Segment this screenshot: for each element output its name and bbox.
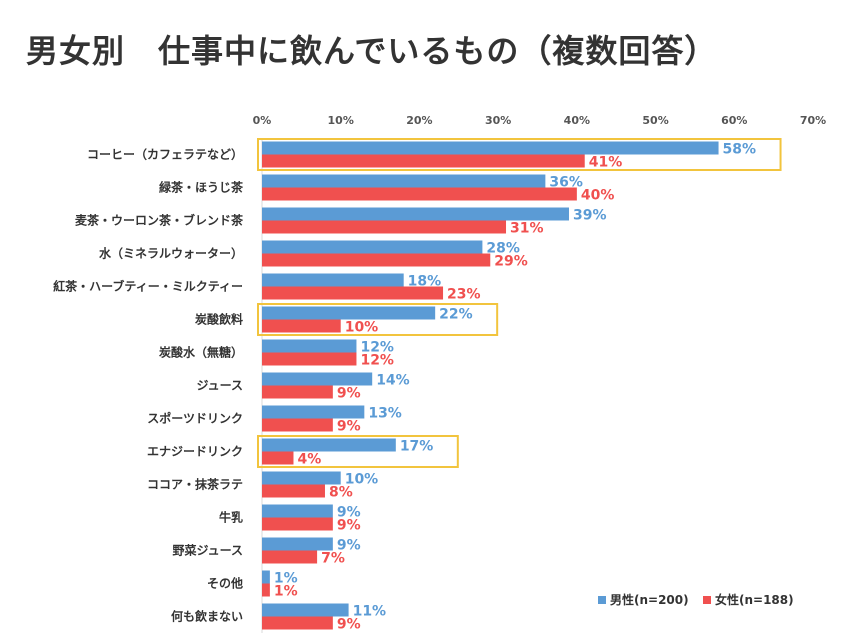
bar-male xyxy=(262,372,373,386)
value-label-male: 10% xyxy=(345,472,379,488)
bar-male xyxy=(262,603,349,617)
value-label-male: 11% xyxy=(353,604,387,620)
bar-male xyxy=(262,537,333,551)
value-label-male: 17% xyxy=(400,439,434,455)
bar-female xyxy=(262,220,507,234)
x-tick-label: 10% xyxy=(328,114,354,127)
category-label: ココア・抹茶ラテ xyxy=(147,477,243,492)
value-label-male: 13% xyxy=(368,406,402,422)
x-tick-label: 0% xyxy=(253,114,272,127)
value-label-male: 12% xyxy=(360,340,394,356)
bar-female xyxy=(262,385,333,399)
category-label: 緑茶・ほうじ茶 xyxy=(159,180,244,195)
bar-female xyxy=(262,154,585,168)
value-label-female: 1% xyxy=(274,584,298,600)
bar-male xyxy=(262,240,483,254)
category-label: コーヒー（カフェラテなど） xyxy=(87,147,243,162)
value-label-male: 14% xyxy=(376,373,410,389)
value-label-male: 39% xyxy=(573,208,607,224)
value-label-female: 23% xyxy=(447,287,481,303)
bar-male xyxy=(262,174,546,188)
bar-female xyxy=(262,418,333,432)
category-label: 何も飲まない xyxy=(171,609,243,624)
category-label: その他 xyxy=(207,576,243,591)
bar-female xyxy=(262,451,294,465)
value-label-male: 36% xyxy=(549,175,583,191)
value-label-female: 8% xyxy=(329,485,353,501)
category-label: 水（ミネラルウォーター） xyxy=(99,246,243,261)
bar-male xyxy=(262,207,569,221)
value-label-female: 4% xyxy=(297,452,321,468)
category-label: 炭酸水（無糖） xyxy=(159,345,243,360)
bar-male xyxy=(262,273,404,287)
value-label-female: 31% xyxy=(510,221,544,237)
bar-female xyxy=(262,286,444,300)
x-tick-label: 20% xyxy=(406,114,432,127)
bar-male xyxy=(262,339,357,353)
value-label-female: 40% xyxy=(581,188,615,204)
bar-female xyxy=(262,583,270,597)
bar-female xyxy=(262,550,318,564)
value-label-male: 9% xyxy=(337,538,361,554)
category-label: 紅茶・ハーブティー・ミルクティー xyxy=(53,279,243,294)
x-tick-label: 50% xyxy=(642,114,668,127)
bar-female xyxy=(262,517,333,531)
bar-male xyxy=(262,471,341,485)
bar-male xyxy=(262,504,333,518)
value-label-female: 10% xyxy=(345,320,379,336)
legend-swatch-male xyxy=(598,596,606,604)
value-label-female: 29% xyxy=(494,254,528,270)
legend-label-male: 男性(n=200) xyxy=(610,592,689,607)
value-label-female: 9% xyxy=(337,617,361,633)
value-label-male: 1% xyxy=(274,571,298,587)
value-label-male: 22% xyxy=(439,307,473,323)
bar-male xyxy=(262,570,270,584)
category-label: ジュース xyxy=(196,379,243,393)
value-label-female: 12% xyxy=(360,353,394,369)
highlight-box xyxy=(257,138,782,171)
legend-swatch-female xyxy=(703,596,711,604)
bar-male xyxy=(262,405,365,419)
bar-female xyxy=(262,187,577,201)
bar-female xyxy=(262,352,357,366)
category-label: エナジードリンク xyxy=(147,445,243,459)
bar-female xyxy=(262,484,325,498)
value-label-female: 9% xyxy=(337,386,361,402)
value-label-female: 41% xyxy=(589,155,623,171)
bar-male xyxy=(262,438,396,452)
value-label-male: 28% xyxy=(486,241,520,257)
highlight-box xyxy=(257,303,499,336)
value-label-male: 18% xyxy=(408,274,442,290)
category-label: 炭酸飲料 xyxy=(195,312,243,327)
bar-female xyxy=(262,319,341,333)
category-label: 麦茶・ウーロン茶・ブレンド茶 xyxy=(75,213,244,228)
chart-title: 男女別 仕事中に飲んでいるもの（複数回答） xyxy=(26,32,718,70)
x-tick-label: 40% xyxy=(564,114,590,127)
x-tick-label: 30% xyxy=(485,114,511,127)
highlight-box xyxy=(257,435,459,468)
x-tick-label: 60% xyxy=(721,114,747,127)
value-label-male: 58% xyxy=(723,142,757,158)
bar-male xyxy=(262,306,436,320)
value-label-female: 9% xyxy=(337,518,361,534)
legend-label-female: 女性(n=188) xyxy=(715,592,794,607)
value-label-female: 9% xyxy=(337,419,361,435)
category-label: スポーツドリンク xyxy=(147,411,243,426)
bar-male xyxy=(262,141,719,155)
x-tick-label: 70% xyxy=(800,114,826,127)
bar-female xyxy=(262,253,491,267)
category-label: 牛乳 xyxy=(219,510,243,525)
bar-female xyxy=(262,616,333,630)
value-label-male: 9% xyxy=(337,505,361,521)
category-label: 野菜ジュース xyxy=(172,543,243,558)
value-label-female: 7% xyxy=(321,551,345,567)
